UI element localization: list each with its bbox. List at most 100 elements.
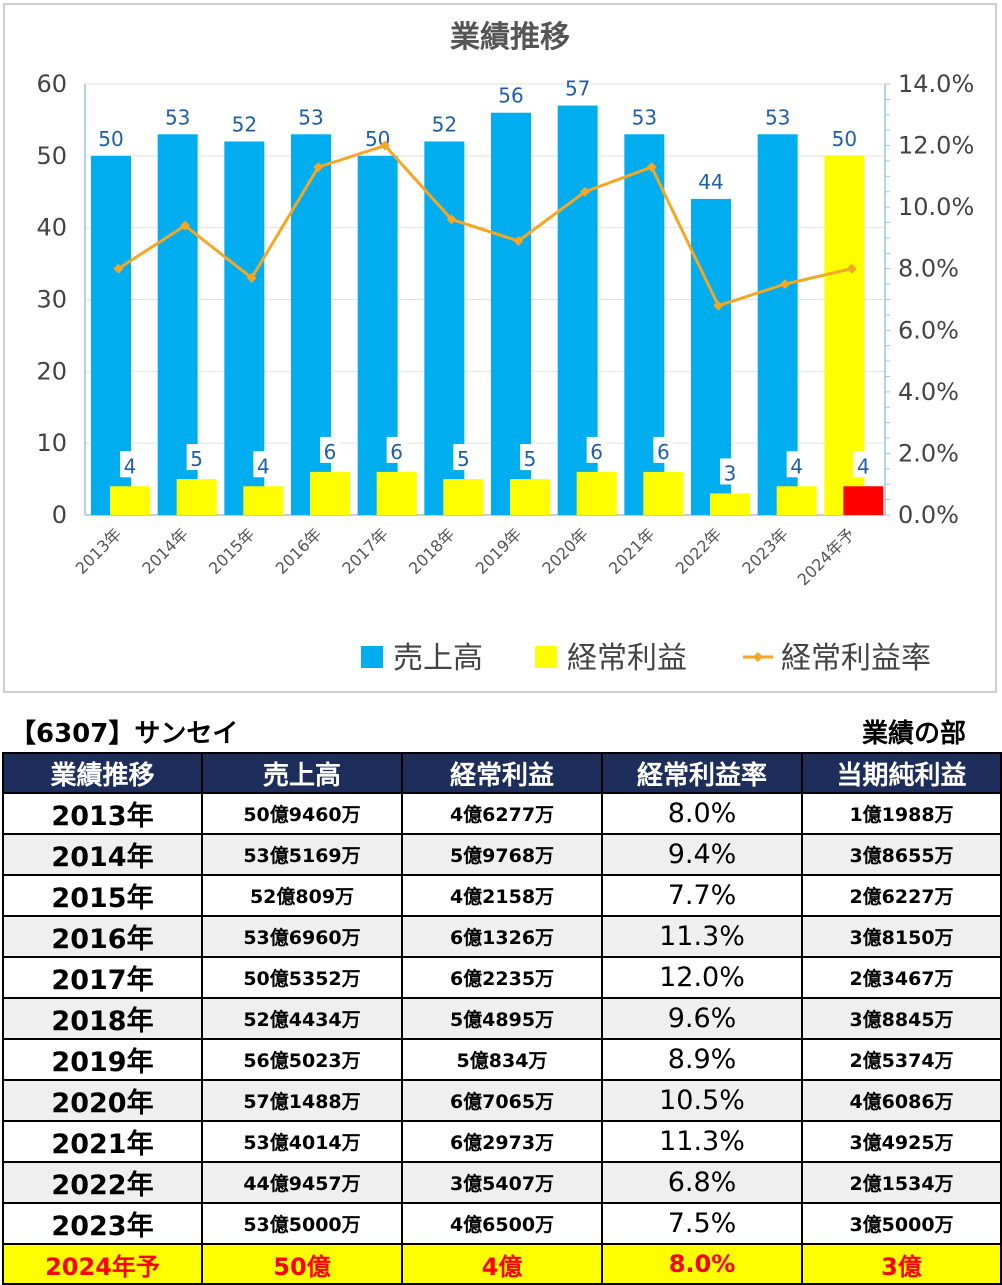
section-label: 業績の部 (861, 719, 966, 749)
x-tick-label: 2018年 (405, 524, 459, 578)
x-tick-label: 2020年 (538, 524, 592, 578)
cell-margin: 8.0% (601, 792, 803, 835)
sales-data-label: 53 (765, 105, 790, 129)
cell-net-income: 2億6227万 (801, 874, 1002, 917)
cell-ordinary-profit: 3億5407万 (401, 1161, 603, 1204)
profit-data-label: 5 (457, 447, 470, 471)
cell-net-income: 3億8150万 (801, 915, 1002, 958)
cell-net-income: 1億1988万 (801, 792, 1002, 835)
legend-label-profit: 経常利益 (567, 641, 687, 676)
cell-year: 2022年 (2, 1161, 203, 1204)
cell-margin: 8.0% (601, 1243, 803, 1285)
sales-data-label: 53 (165, 105, 190, 129)
cell-ordinary-profit: 6億1326万 (401, 915, 603, 958)
cell-sales: 50億9460万 (201, 792, 403, 835)
cell-net-income: 2億3467万 (801, 956, 1002, 999)
col-header-ordinary-profit: 経常利益 (401, 752, 603, 794)
table-row: 2014年 53億5169万 5億9768万 9.4% 3億8655万 (2, 833, 1002, 876)
profit-data-label: 4 (124, 454, 137, 478)
cell-margin: 7.7% (601, 874, 803, 917)
profit-bar (776, 486, 817, 515)
margin-point (713, 300, 724, 311)
cell-ordinary-profit: 5億9768万 (401, 833, 603, 876)
cell-ordinary-profit: 6億7065万 (401, 1079, 603, 1122)
legend-swatch-profit (535, 646, 557, 668)
profit-bar (643, 471, 684, 515)
col-header-sales: 売上高 (201, 752, 403, 794)
legend-label-margin: 経常利益率 (781, 641, 931, 676)
sales-data-label: 44 (698, 170, 723, 194)
legend-marker-margin (753, 652, 763, 662)
cell-ordinary-profit: 4億2158万 (401, 874, 603, 917)
y-right-tick-label: 12.0% (898, 132, 974, 160)
cell-sales: 53億5169万 (201, 833, 403, 876)
margin-point (846, 263, 857, 274)
cell-ordinary-profit: 6億2973万 (401, 1120, 603, 1163)
cell-margin: 11.3% (601, 1120, 803, 1163)
y-left-tick-label: 50 (36, 142, 67, 170)
profit-data-label: 4 (257, 454, 270, 478)
sales-data-label: 57 (565, 77, 590, 101)
cell-year: 2020年 (2, 1079, 203, 1122)
cell-sales: 52億809万 (201, 874, 403, 917)
y-left-tick-label: 10 (36, 429, 67, 457)
table-row: 2016年 53億6960万 6億1326万 11.3% 3億8150万 (2, 915, 1002, 958)
profit-bar (710, 493, 750, 515)
margin-point (246, 273, 257, 283)
y-right-tick-label: 0.0% (898, 501, 959, 529)
margin-point (646, 162, 657, 173)
profit-data-label: 6 (390, 440, 403, 464)
y-right-tick-label: 4.0% (898, 378, 959, 406)
profit-data-label: 5 (190, 447, 203, 471)
cell-ordinary-profit: 6億2235万 (401, 956, 603, 999)
legend-label-sales: 売上高 (393, 641, 483, 676)
cell-net-income: 3億4925万 (801, 1120, 1002, 1163)
cell-net-income: 3億8655万 (801, 833, 1002, 876)
cell-sales: 57億1488万 (201, 1079, 403, 1122)
profit-data-label: 6 (590, 440, 603, 464)
margin-point (446, 214, 457, 225)
profit-label-bg (786, 451, 807, 478)
profit-label-bg (186, 444, 207, 471)
y-right-tick-label: 2.0% (898, 439, 959, 467)
cell-net-income: 2億1534万 (801, 1161, 1002, 1204)
cell-sales: 50億 (201, 1243, 403, 1285)
x-tick-label: 2022年 (672, 524, 726, 578)
profit-bar (376, 471, 417, 515)
cell-ordinary-profit: 5億4895万 (401, 997, 603, 1040)
cell-net-income: 4億6086万 (801, 1079, 1002, 1122)
y-right-tick-label: 14.0% (898, 70, 974, 98)
profit-bar (176, 479, 217, 515)
profit-data-label: 5 (524, 447, 537, 471)
profit-data-label: 4 (857, 454, 870, 478)
col-header-profit-margin: 経常利益率 (601, 752, 803, 794)
chart-panel: 業績推移 0 10 20 30 40 50 60 0.0% 2.0% 4.0% 6.0% 8.0% 10.… (3, 3, 997, 693)
sales-data-label: 50 (832, 127, 857, 151)
sales-data-label: 56 (498, 84, 523, 108)
profit-label-bg (120, 451, 140, 478)
cell-year: 2023年 (2, 1202, 203, 1245)
cell-year: 2019年 (2, 1038, 203, 1081)
chart-title: 業績推移 (450, 20, 570, 55)
profit-label-bg (720, 458, 740, 485)
table-row: 2021年 53億4014万 6億2973万 11.3% 3億4925万 (2, 1120, 1002, 1163)
profit-label-bg (653, 436, 674, 463)
profit-label-bg (320, 436, 340, 463)
profit-bar (443, 479, 484, 515)
cell-sales: 53億4014万 (201, 1120, 403, 1163)
cell-margin: 9.4% (601, 833, 803, 876)
cell-margin: 9.6% (601, 997, 803, 1040)
col-header-net-income: 当期純利益 (801, 752, 1002, 794)
profit-data-label: 6 (657, 440, 670, 464)
margin-point (380, 140, 390, 151)
y-left-tick-label: 60 (36, 70, 67, 98)
margin-point (180, 220, 190, 231)
cell-margin: 6.8% (601, 1161, 803, 1204)
margin-line (117, 144, 853, 308)
cell-sales: 50億5352万 (201, 956, 403, 999)
margin-point (313, 162, 324, 173)
table-row: 2013年 50億9460万 4億6277万 8.0% 1億1988万 (2, 792, 1002, 835)
y-right-tick-label: 8.0% (898, 255, 959, 283)
profit-data-label: 4 (790, 454, 803, 478)
cell-year: 2024年予 (2, 1243, 203, 1285)
